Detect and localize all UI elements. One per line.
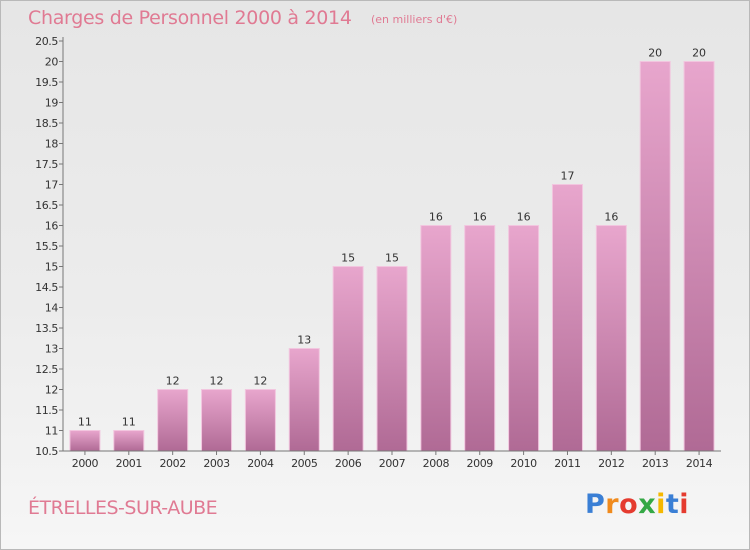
bar-value-label: 16: [604, 211, 618, 224]
x-tick-label: 2011: [554, 457, 580, 470]
y-tick-label: 15: [45, 261, 59, 274]
y-tick-label: 10.5: [35, 445, 58, 458]
bar-2014: [683, 61, 715, 452]
bar-2005: [288, 348, 320, 452]
y-tick-label: 18.5: [35, 117, 58, 130]
bar-2001: [113, 430, 145, 452]
bar-value-label: 12: [166, 375, 180, 388]
x-tick-label: 2008: [423, 457, 450, 470]
bar-value-label: 15: [385, 252, 399, 265]
bar-2009: [464, 225, 496, 452]
logo-letter: t: [665, 489, 680, 520]
bar-2002: [157, 389, 189, 452]
x-tick-label: 2003: [203, 457, 230, 470]
y-tick-label: 18: [45, 138, 59, 151]
y-tick-label: 13.5: [35, 322, 58, 335]
bar-2008: [420, 225, 452, 452]
y-tick-label: 17.5: [35, 158, 58, 171]
y-tick-label: 13: [45, 343, 59, 356]
y-tick-label: 12.5: [35, 363, 58, 376]
x-tick-label: 2013: [642, 457, 669, 470]
bar-value-label: 15: [341, 252, 355, 265]
x-tick-label: 2010: [510, 457, 537, 470]
bar-value-label: 16: [517, 211, 531, 224]
x-tick-label: 2006: [335, 457, 362, 470]
bar-value-label: 20: [648, 47, 662, 60]
x-tick-label: 2000: [72, 457, 99, 470]
bar-value-label: 11: [78, 416, 92, 429]
commune-name: ÉTRELLES-SUR-AUBE: [28, 497, 218, 519]
logo-letter: i: [656, 489, 666, 520]
x-tick-label: 2009: [467, 457, 494, 470]
proxiti-logo[interactable]: Proxiti: [585, 489, 689, 520]
y-tick-label: 12: [45, 384, 58, 397]
x-tick-label: 2012: [598, 457, 624, 470]
logo-letter: x: [638, 489, 657, 520]
y-tick-label: 14: [45, 302, 59, 315]
x-tick-label: 2002: [159, 457, 185, 470]
bar-2007: [376, 266, 408, 452]
y-tick-label: 16.5: [35, 199, 58, 212]
x-tick-label: 2001: [116, 457, 142, 470]
x-tick-label: 2007: [379, 457, 406, 470]
bar-2006: [332, 266, 364, 452]
bar-2003: [201, 389, 233, 452]
x-tick-label: 2014: [686, 457, 713, 470]
bar-value-label: 16: [473, 211, 487, 224]
bar-2011: [551, 184, 583, 452]
logo-letter: P: [585, 489, 606, 520]
x-tick-label: 2004: [247, 457, 274, 470]
bar-2000: [69, 430, 101, 452]
y-tick-label: 14.5: [35, 281, 58, 294]
y-tick-label: 19.5: [35, 76, 58, 89]
logo-letter: i: [679, 489, 690, 520]
bar-value-label: 20: [692, 47, 706, 60]
y-tick-label: 20: [45, 56, 59, 69]
y-tick-label: 11.5: [35, 404, 58, 417]
logo-letter: o: [619, 489, 639, 520]
x-tick-label: 2005: [291, 457, 318, 470]
y-tick-label: 16: [45, 220, 59, 233]
bar-2010: [508, 225, 540, 452]
bar-2012: [595, 225, 627, 452]
bar-value-label: 12: [253, 375, 267, 388]
bar-value-label: 17: [560, 170, 574, 183]
bar-value-label: 12: [210, 375, 224, 388]
y-tick-label: 11: [45, 425, 58, 438]
logo-letter: r: [605, 489, 620, 520]
y-tick-label: 15.5: [35, 240, 58, 253]
y-tick-label: 19: [45, 97, 59, 110]
bar-value-label: 13: [297, 334, 311, 347]
chart-title: Charges de Personnel 2000 à 2014: [28, 7, 352, 29]
bar-value-label: 11: [122, 416, 136, 429]
bar-2013: [639, 61, 671, 452]
y-tick-label: 20.5: [35, 35, 58, 48]
bar-2004: [244, 389, 276, 452]
chart-subtitle: (en milliers d'€): [371, 13, 458, 26]
y-tick-label: 17: [45, 179, 59, 192]
bar-value-label: 16: [429, 211, 443, 224]
